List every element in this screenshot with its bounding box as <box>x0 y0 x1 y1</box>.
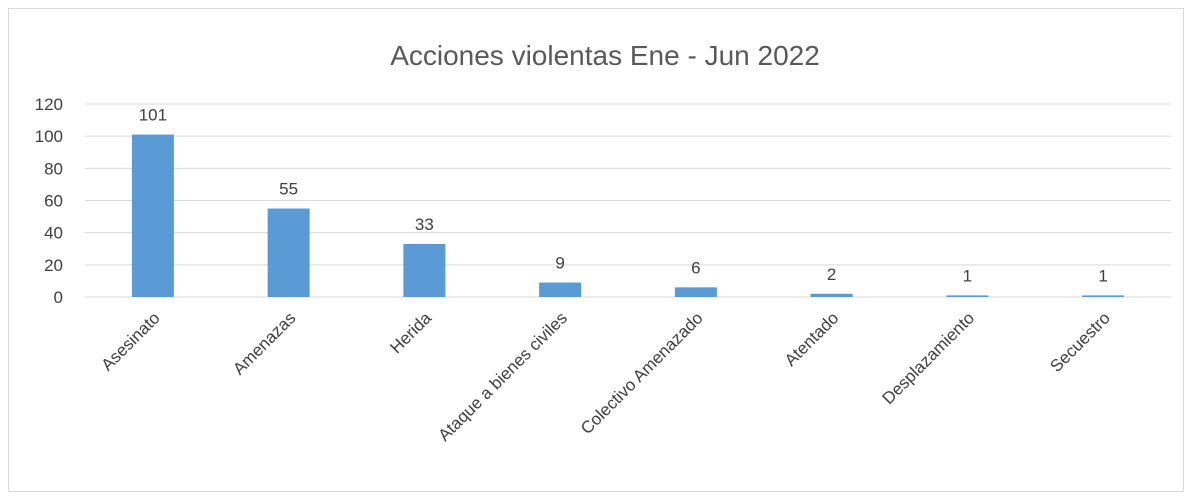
data-label: 33 <box>415 215 434 234</box>
bar-amenazas <box>267 208 310 297</box>
bar-asesinato <box>131 134 174 297</box>
data-labels: 101 55 33 9 6 2 1 1 <box>139 106 1108 286</box>
y-tick-label: 0 <box>54 288 63 307</box>
bar-atentado <box>810 293 853 297</box>
y-tick-label: 40 <box>44 224 63 243</box>
data-label: 2 <box>827 265 836 284</box>
x-category-label: Amenazas <box>229 308 299 378</box>
x-category-label: Ataque a bienes civiles <box>435 308 571 444</box>
chart-title: Acciones violentas Ene - Jun 2022 <box>390 40 820 71</box>
data-label: 9 <box>555 254 564 273</box>
x-category-label: Secuestro <box>1046 308 1114 376</box>
y-tick-label: 20 <box>44 256 63 275</box>
data-label: 1 <box>963 266 972 285</box>
data-label: 55 <box>279 180 298 199</box>
x-axis-categories: Asesinato Amenazas Herida Ataque a bienes c… <box>97 308 1113 445</box>
x-category-label: Desplazamiento <box>879 308 979 408</box>
bars <box>131 134 1125 297</box>
data-label: 1 <box>1098 266 1107 285</box>
y-tick-label: 100 <box>35 127 63 146</box>
y-tick-label: 60 <box>44 192 63 211</box>
data-label: 101 <box>139 106 167 125</box>
chart-frame: Acciones violentas Ene - Jun 2022 0 20 40 6… <box>8 8 1184 492</box>
gridlines <box>85 103 1171 298</box>
bar-secuestro <box>1082 295 1125 297</box>
x-category-label: Herida <box>386 308 435 357</box>
bar-desplazamiento <box>946 295 989 297</box>
y-tick-label: 80 <box>44 159 63 178</box>
y-axis-ticks: 0 20 40 60 80 100 120 <box>35 95 63 307</box>
bar-ataque-a-bienes-civiles <box>539 282 582 297</box>
x-category-label: Atentado <box>781 308 843 370</box>
bar-colectivo-amenazado <box>674 287 717 297</box>
data-label: 6 <box>691 258 700 277</box>
bar-chart: Acciones violentas Ene - Jun 2022 0 20 40 6… <box>35 40 1171 445</box>
y-tick-label: 120 <box>35 95 63 114</box>
x-category-label: Colectivo Amenazado <box>577 308 707 438</box>
x-category-label: Asesinato <box>97 308 163 374</box>
bar-herida <box>403 243 446 297</box>
